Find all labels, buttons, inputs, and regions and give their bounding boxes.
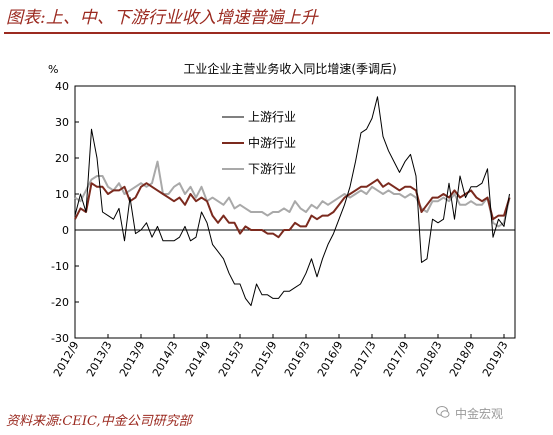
x-tick-label: 2017/3 <box>348 339 379 379</box>
x-tick-label: 2013/9 <box>117 339 148 379</box>
series-line-1 <box>74 96 510 307</box>
y-axis-ticks: -30 -20 -10 0 10 20 30 40 <box>51 80 79 345</box>
x-tick-label: 2015/3 <box>216 339 247 379</box>
figure-title: 图表:上、中、下游行业收入增速普遍上升 <box>6 8 318 28</box>
x-tick-label: 2019/3 <box>480 339 511 379</box>
source-note: 资料来源:CEIC,中金公司研究部 <box>6 414 192 429</box>
y-tick-label: 30 <box>55 116 69 129</box>
legend-label-1: 上游行业 <box>248 110 296 124</box>
y-tick-label: 40 <box>55 80 69 93</box>
series-line-2 <box>74 178 511 239</box>
series-line-3 <box>74 160 511 228</box>
x-tick-label: 2014/3 <box>150 339 181 379</box>
watermark: 中金宏观 <box>455 407 504 421</box>
plot-frame <box>74 85 516 339</box>
x-tick-label: 2013/3 <box>84 339 115 379</box>
x-tick-label: 2016/3 <box>282 339 313 379</box>
x-axis-ticks: 2012/9 2013/3 2013/9 2014/3 2014/9 2015/3 2015… <box>51 334 511 379</box>
x-tick-label: 2018/3 <box>414 339 445 379</box>
series-lines <box>74 96 511 307</box>
y-tick-label: -30 <box>51 332 69 345</box>
legend-label-2: 中游行业 <box>248 135 296 150</box>
x-tick-label: 2016/9 <box>315 339 346 379</box>
y-tick-label: 0 <box>62 224 69 237</box>
y-tick-label: -20 <box>51 296 69 309</box>
x-tick-label: 2017/9 <box>381 339 412 379</box>
y-tick-label: 20 <box>55 152 69 165</box>
y-tick-label: -10 <box>51 260 69 273</box>
x-tick-label: 2015/9 <box>249 339 280 379</box>
y-axis-unit-label: % <box>48 63 58 76</box>
x-tick-label: 2014/9 <box>183 339 214 379</box>
legend-label-3: 下游行业 <box>248 162 296 176</box>
chart-title: 工业企业主营业务收入同比增速(季调后) <box>183 61 396 76</box>
y-tick-label: 10 <box>55 188 69 201</box>
chat-bubble-icon <box>436 406 450 418</box>
title-rule <box>4 32 550 34</box>
x-tick-label: 2012/9 <box>51 339 82 379</box>
x-tick-label: 2018/9 <box>447 339 478 379</box>
